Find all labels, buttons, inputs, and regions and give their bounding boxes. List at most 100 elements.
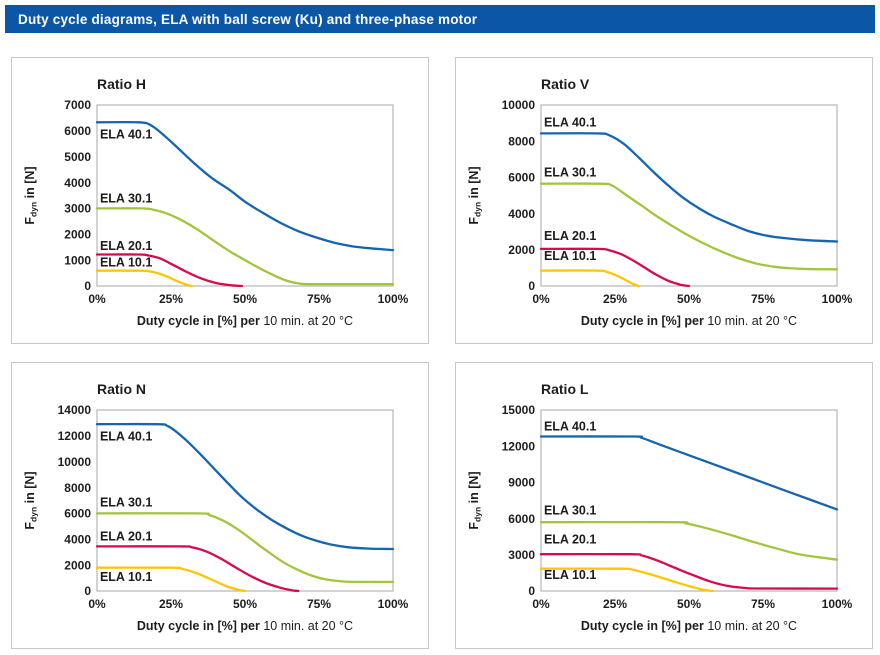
- chart-title: Ratio V: [541, 76, 590, 92]
- x-tick-label: 75%: [307, 597, 331, 611]
- series-group: [95, 422, 395, 593]
- y-tick-label: 4000: [508, 207, 535, 221]
- y-tick-label: 1000: [64, 253, 91, 267]
- series-label-ela-10-1: ELA 10.1: [544, 249, 596, 263]
- x-tick-label: 25%: [159, 597, 183, 611]
- y-tick-label: 14000: [58, 403, 92, 417]
- y-tick-label: 6000: [64, 507, 91, 521]
- series-label-ela-40-1: ELA 40.1: [544, 420, 596, 434]
- y-tick-label: 12000: [502, 439, 536, 453]
- y-tick-label: 8000: [64, 481, 91, 495]
- x-tick-label: 50%: [677, 292, 701, 306]
- chart-title: Ratio N: [97, 381, 146, 397]
- series-line-ela-40-1: [95, 422, 395, 551]
- chart-svg-ratio-v: Ratio V 0 2000 4000 6000 8000 10000 0% 25% 50% 75%…: [467, 76, 853, 328]
- series-label-ela-40-1: ELA 40.1: [100, 429, 152, 443]
- series-line-ela-10-1: [95, 269, 193, 288]
- y-tick-label: 12000: [58, 429, 92, 443]
- series-line-ela-40-1: [539, 132, 839, 243]
- series-label-ela-30-1: ELA 30.1: [100, 496, 152, 510]
- y-tick-label: 0: [84, 584, 91, 598]
- charts-grid: Ratio H 0 1000 2000 3000 4000 5000 6000 7000 0% 25…: [11, 57, 873, 649]
- series-label-ela-40-1: ELA 40.1: [544, 116, 596, 130]
- y-tick-label: 3000: [64, 202, 91, 216]
- x-tick-label: 25%: [159, 292, 183, 306]
- x-tick-label: 100%: [378, 292, 409, 306]
- y-tick-label: 15000: [502, 403, 536, 417]
- y-tick-label: 9000: [508, 476, 535, 490]
- plot-frame: [96, 104, 394, 287]
- series-label-ela-10-1: ELA 10.1: [544, 568, 596, 582]
- x-tick-label: 25%: [603, 597, 627, 611]
- series-line-ela-20-1: [95, 545, 300, 593]
- chart-panel-ratio-h: Ratio H 0 1000 2000 3000 4000 5000 6000 7000 0% 25…: [11, 57, 429, 344]
- y-tick-label: 2000: [64, 227, 91, 241]
- series-label-ela-20-1: ELA 20.1: [544, 532, 596, 546]
- series-label-ela-20-1: ELA 20.1: [100, 530, 152, 544]
- y-tick-label: 0: [528, 584, 535, 598]
- x-tick-label: 75%: [307, 292, 331, 306]
- y-tick-label: 3000: [508, 548, 535, 562]
- y-tick-label: 4000: [64, 176, 91, 190]
- series-group: [95, 120, 395, 288]
- y-tick-label: 5000: [64, 150, 91, 164]
- x-tick-label: 0%: [88, 292, 106, 306]
- series-label-ela-30-1: ELA 30.1: [100, 192, 152, 206]
- chart-svg-ratio-n: Ratio N 0 2000 4000 6000 8000 10000 12000 14000 0…: [23, 381, 409, 633]
- x-tick-label: 25%: [603, 292, 627, 306]
- x-tick-label: 100%: [378, 597, 409, 611]
- y-tick-label: 0: [84, 279, 91, 293]
- y-tick-label: 2000: [508, 243, 535, 257]
- y-tick-label: 10000: [58, 455, 92, 469]
- x-tick-label: 50%: [677, 597, 701, 611]
- x-tick-label: 0%: [532, 292, 550, 306]
- y-axis-label: Fdyn in [N]: [467, 471, 483, 529]
- y-tick-label: 6000: [508, 512, 535, 526]
- x-tick-label: 75%: [751, 597, 775, 611]
- series-label-ela-10-1: ELA 10.1: [100, 570, 152, 584]
- chart-svg-ratio-l: Ratio L 0 3000 6000 9000 12000 15000 0% 25% 50% 75…: [467, 381, 853, 633]
- series-label-ela-40-1: ELA 40.1: [100, 128, 152, 142]
- x-tick-label: 50%: [233, 597, 257, 611]
- series-line-ela-10-1: [539, 269, 640, 288]
- series-label-ela-30-1: ELA 30.1: [544, 504, 596, 518]
- x-axis-label: Duty cycle in [%] per 10 min. at 20 °C: [137, 619, 353, 633]
- x-tick-label: 75%: [751, 292, 775, 306]
- x-tick-label: 0%: [88, 597, 106, 611]
- series-group: [539, 435, 839, 593]
- plot-frame: [540, 409, 838, 592]
- series-line-ela-10-1: [95, 566, 247, 593]
- series-label-ela-20-1: ELA 20.1: [544, 229, 596, 243]
- y-tick-label: 2000: [64, 558, 91, 572]
- header-bar: Duty cycle diagrams, ELA with ball screw…: [5, 5, 875, 33]
- series-label-ela-30-1: ELA 30.1: [544, 165, 596, 179]
- x-tick-label: 50%: [233, 292, 257, 306]
- x-tick-label: 100%: [822, 597, 853, 611]
- y-axis-label: Fdyn in [N]: [23, 166, 39, 224]
- chart-title: Ratio H: [97, 76, 146, 92]
- chart-panel-ratio-v: Ratio V 0 2000 4000 6000 8000 10000 0% 25% 50% 75%…: [455, 57, 873, 344]
- series-line-ela-20-1: [95, 253, 244, 288]
- y-axis-label: Fdyn in [N]: [467, 166, 483, 224]
- y-tick-label: 0: [528, 279, 535, 293]
- y-tick-label: 6000: [64, 124, 91, 138]
- chart-title: Ratio L: [541, 381, 589, 397]
- header-title: Duty cycle diagrams, ELA with ball screw…: [18, 11, 478, 27]
- x-tick-label: 100%: [822, 292, 853, 306]
- x-axis-label: Duty cycle in [%] per 10 min. at 20 °C: [581, 619, 797, 633]
- y-tick-label: 8000: [508, 134, 535, 148]
- y-tick-label: 7000: [64, 98, 91, 112]
- y-axis-label: Fdyn in [N]: [23, 471, 39, 529]
- series-line-ela-40-1: [539, 435, 839, 511]
- series-line-ela-30-1: [95, 512, 395, 584]
- y-tick-label: 6000: [508, 171, 535, 185]
- x-axis-label: Duty cycle in [%] per 10 min. at 20 °C: [581, 314, 797, 328]
- y-tick-label: 4000: [64, 532, 91, 546]
- series-group: [539, 132, 839, 288]
- series-line-ela-20-1: [539, 247, 691, 288]
- chart-svg-ratio-h: Ratio H 0 1000 2000 3000 4000 5000 6000 7000 0% 25…: [23, 76, 409, 328]
- series-line-ela-30-1: [539, 520, 839, 561]
- series-label-ela-20-1: ELA 20.1: [100, 239, 152, 253]
- chart-panel-ratio-n: Ratio N 0 2000 4000 6000 8000 10000 12000 14000 0…: [11, 362, 429, 649]
- series-line-ela-30-1: [539, 182, 839, 271]
